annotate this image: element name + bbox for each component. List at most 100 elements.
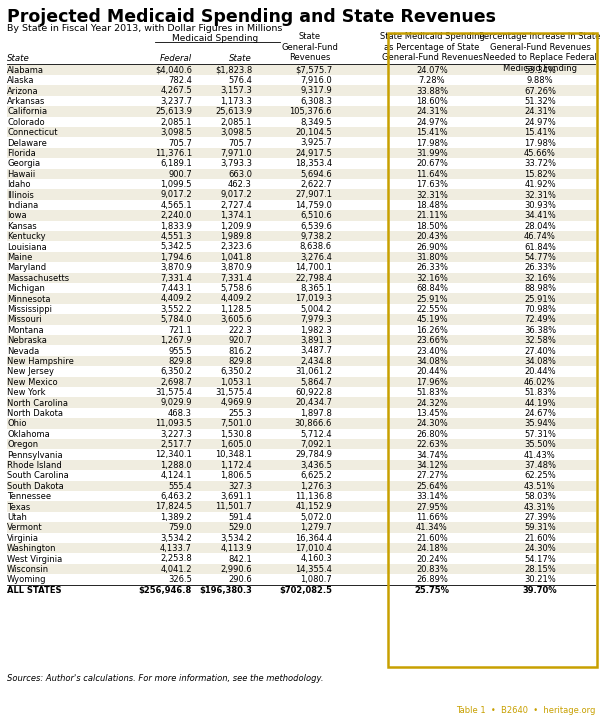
Text: State: State [7,54,30,63]
Text: Sources: Author's calculations. For more information, see the methodology.: Sources: Author's calculations. For more… [7,674,323,683]
Text: 20.67%: 20.67% [416,159,448,168]
Text: 9,017.2: 9,017.2 [220,190,252,200]
Bar [7,532,596,543]
Bar [7,64,596,75]
Text: 3,870.9: 3,870.9 [160,264,192,272]
Text: 25.91%: 25.91% [416,295,448,303]
Text: 3,157.3: 3,157.3 [220,86,252,96]
Bar [7,574,596,584]
Text: Wisconsin: Wisconsin [7,565,49,574]
Text: 26.90%: 26.90% [416,243,448,251]
Text: Louisiana: Louisiana [7,243,47,251]
Text: Connecticut: Connecticut [7,128,58,137]
Text: Massachusetts: Massachusetts [7,274,69,282]
Text: 5,784.0: 5,784.0 [160,315,192,324]
Text: 6,350.2: 6,350.2 [220,367,252,376]
Text: 26.80%: 26.80% [416,430,448,439]
Text: 31.80%: 31.80% [416,253,448,262]
Text: 8,349.5: 8,349.5 [300,118,332,127]
Bar [7,200,596,210]
Text: South Dakota: South Dakota [7,481,64,491]
Text: Minnesota: Minnesota [7,295,50,303]
Bar [7,293,596,303]
Text: Maine: Maine [7,253,32,262]
Text: Rhode Island: Rhode Island [7,461,62,470]
Text: 41.43%: 41.43% [524,450,556,460]
Text: Percentage Increase in State
General-Fund Revenues
Needed to Replace Federal
Med: Percentage Increase in State General-Fun… [479,32,600,73]
Text: 31,061.2: 31,061.2 [295,367,332,376]
Text: 32.58%: 32.58% [524,336,556,345]
Text: 2,253.8: 2,253.8 [160,555,192,563]
Text: New Hampshire: New Hampshire [7,357,74,366]
Bar [7,553,596,564]
Text: 6,625.2: 6,625.2 [300,471,332,480]
Text: 32.31%: 32.31% [416,190,448,200]
Text: 9.88%: 9.88% [527,76,553,85]
Bar [7,221,596,231]
Text: $4,040.6: $4,040.6 [155,66,192,75]
Text: 41,152.9: 41,152.9 [295,502,332,511]
Bar [7,345,596,355]
Text: 7,916.0: 7,916.0 [300,76,332,85]
Text: 57.31%: 57.31% [524,430,556,439]
Text: 27.27%: 27.27% [416,471,448,480]
Bar [388,33,597,667]
Text: 4,409.2: 4,409.2 [161,295,192,303]
Text: 18.48%: 18.48% [416,201,448,210]
Text: 44.19%: 44.19% [524,398,556,408]
Text: 3,237.7: 3,237.7 [160,97,192,106]
Text: Michigan: Michigan [7,284,45,293]
Text: 24.18%: 24.18% [416,544,448,553]
Text: Illinois: Illinois [7,190,34,200]
Text: Kentucky: Kentucky [7,232,46,241]
Text: 4,124.1: 4,124.1 [161,471,192,480]
Text: 23.66%: 23.66% [416,336,448,345]
Text: Ohio: Ohio [7,419,26,429]
Bar [7,241,596,252]
Text: 1,080.7: 1,080.7 [300,576,332,584]
Text: 1,267.9: 1,267.9 [160,336,192,345]
Text: 28.15%: 28.15% [524,565,556,574]
Text: 21.11%: 21.11% [416,211,448,220]
Bar [7,148,596,158]
Bar [7,543,596,553]
Text: 3,276.4: 3,276.4 [300,253,332,262]
Text: 17,824.5: 17,824.5 [155,502,192,511]
Text: Nevada: Nevada [7,347,39,355]
Text: 51.83%: 51.83% [524,388,556,397]
Text: 5,004.2: 5,004.2 [301,305,332,314]
Text: 17,010.4: 17,010.4 [295,544,332,553]
Text: 20,104.5: 20,104.5 [295,128,332,137]
Text: Colorado: Colorado [7,118,44,127]
Text: 22,798.4: 22,798.4 [295,274,332,282]
Bar [7,85,596,96]
Text: 23.40%: 23.40% [416,347,448,355]
Text: 1,794.6: 1,794.6 [160,253,192,262]
Text: 34.74%: 34.74% [416,450,448,460]
Text: 6,350.2: 6,350.2 [160,367,192,376]
Text: 462.3: 462.3 [228,180,252,189]
Bar [7,210,596,221]
Text: 7,443.1: 7,443.1 [160,284,192,293]
Bar [7,324,596,335]
Text: 20.44%: 20.44% [524,367,556,376]
Text: 72.49%: 72.49% [524,315,556,324]
Text: 468.3: 468.3 [168,409,192,418]
Text: 20.44%: 20.44% [416,367,448,376]
Text: Montana: Montana [7,326,44,334]
Text: 2,085.1: 2,085.1 [160,118,192,127]
Text: 2,323.6: 2,323.6 [220,243,252,251]
Bar [7,397,596,408]
Text: 34.08%: 34.08% [416,357,448,366]
Text: 4,113.9: 4,113.9 [220,544,252,553]
Text: 4,160.3: 4,160.3 [300,555,332,563]
Text: Missouri: Missouri [7,315,42,324]
Text: Oregon: Oregon [7,440,38,449]
Text: State Medicaid Spending
as Percentage of State
General-Fund Revenues: State Medicaid Spending as Percentage of… [380,32,484,62]
Text: 31,575.4: 31,575.4 [215,388,252,397]
Text: Table 1  •  B2640  •  heritage.org: Table 1 • B2640 • heritage.org [455,706,595,715]
Text: North Carolina: North Carolina [7,398,68,408]
Text: 255.3: 255.3 [228,409,252,418]
Text: 2,085.1: 2,085.1 [220,118,252,127]
Text: 11,136.8: 11,136.8 [295,492,332,501]
